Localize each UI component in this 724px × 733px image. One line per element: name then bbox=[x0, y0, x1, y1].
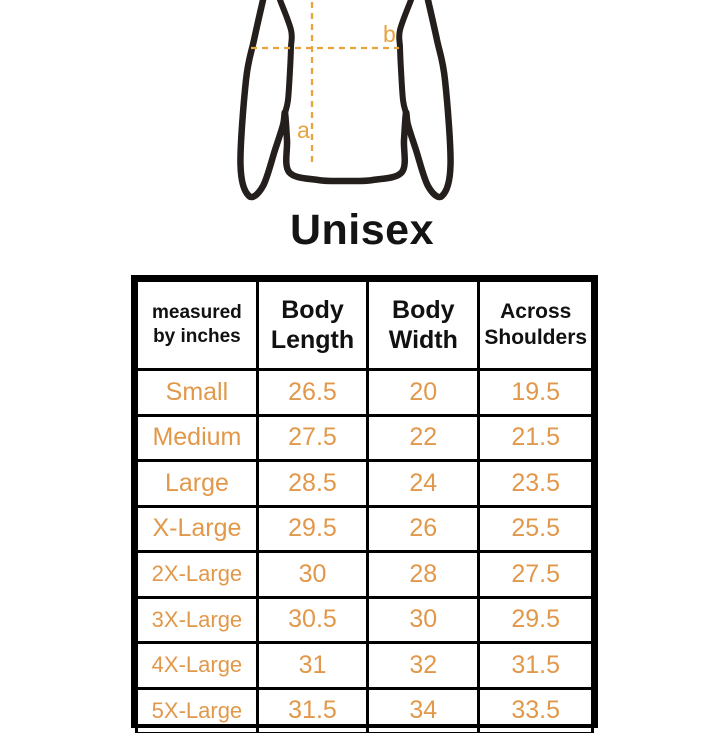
svg-text:b: b bbox=[383, 21, 396, 47]
svg-text:a: a bbox=[297, 117, 310, 143]
